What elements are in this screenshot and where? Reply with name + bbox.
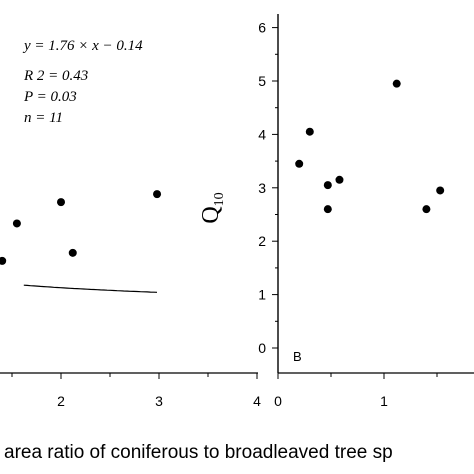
data-point-a — [0, 256, 7, 265]
p-value-line: P = 0.03 — [23, 89, 77, 105]
data-point-b — [323, 205, 332, 214]
data-point-b — [392, 79, 401, 88]
data-point-a — [153, 190, 162, 199]
y-tick-label-b: 6 — [258, 20, 266, 36]
r-squared-line: R 2 = 0.43 — [23, 68, 88, 84]
x-tick-label-a: 2 — [57, 393, 65, 409]
data-point-a — [68, 248, 77, 257]
data-point-b — [422, 205, 431, 214]
data-point-b — [323, 181, 332, 190]
x-tick-label-b: 0 — [274, 393, 282, 409]
data-point-a — [57, 198, 65, 207]
svg-text:Q10: Q10 — [198, 192, 227, 223]
data-point-b — [305, 127, 314, 136]
fit-curve — [23, 284, 158, 293]
data-point-b — [436, 186, 445, 195]
data-point-b — [335, 175, 344, 184]
x-axis-label: area ratio of coniferous to broadleaved … — [4, 442, 393, 463]
n-line: n = 11 — [24, 110, 63, 126]
x-tick-label-a: 4 — [253, 393, 261, 409]
y-tick-label-b: 5 — [258, 73, 266, 89]
x-tick-label-a: 3 — [155, 393, 163, 409]
y-tick-label-b: 1 — [258, 287, 266, 303]
data-point-b — [295, 159, 304, 168]
y-tick-label-b: 2 — [258, 233, 266, 249]
fit-equation: y = 1.76 × x − 0.14 R 2 = 0.43 P = 0.03 … — [22, 38, 143, 126]
y-axis-label-b: Q10 — [198, 192, 227, 223]
y-tick-label-b: 0 — [258, 340, 266, 356]
y-tick-label-b: 3 — [258, 180, 266, 196]
panel-label-b: B — [293, 349, 302, 364]
x-tick-label-b: 1 — [380, 393, 388, 409]
data-point-a — [12, 219, 21, 228]
y-tick-label-b: 4 — [258, 126, 266, 142]
equation-line: y = 1.76 × x − 0.14 — [22, 38, 143, 54]
